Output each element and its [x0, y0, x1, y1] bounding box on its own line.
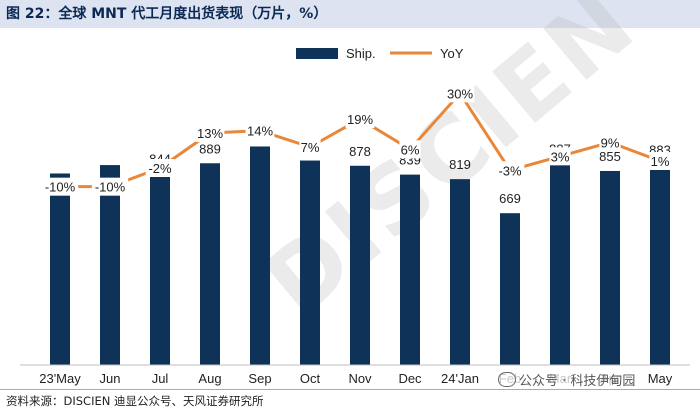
- source-divider: [0, 389, 700, 390]
- yoy-label-box-6: [345, 110, 375, 128]
- bar-series: [50, 146, 670, 365]
- bar-10: [550, 163, 570, 365]
- yoy-label-box-12: [649, 152, 671, 170]
- yoy-label-box-8: [445, 84, 475, 103]
- yoy-label-9: -3%: [498, 163, 522, 178]
- bar-4: [250, 146, 270, 365]
- bar-12: [650, 164, 670, 365]
- yoy-label-box-9: [495, 161, 525, 180]
- x-tick-label-5: Oct: [300, 371, 321, 386]
- data-labels: 844889963901878839819669887855883-10%-10…: [41, 84, 671, 206]
- bar-8: [450, 179, 470, 365]
- x-tick-label-0: 23'May: [39, 371, 81, 386]
- yoy-label-12: 1%: [651, 154, 670, 169]
- bar-3: [200, 163, 220, 365]
- bar-label-11: 855: [599, 149, 621, 164]
- yoy-label-7: 6%: [401, 142, 420, 157]
- bar-0: [50, 173, 70, 365]
- yoy-label-box-11: [599, 133, 621, 152]
- figure-title: 图 22：全球 MNT 代工月度出货表现（万片，%）: [0, 0, 700, 28]
- yoy-label-box-7: [399, 140, 421, 159]
- bar-9: [500, 213, 520, 365]
- bar-7: [400, 174, 420, 365]
- x-tick-label-2: Jul: [152, 371, 169, 386]
- yoy-label-box-3: [195, 124, 225, 142]
- yoy-label-box-4: [245, 121, 275, 140]
- x-tick-label-3: Aug: [198, 371, 221, 386]
- x-tick-label-12: May: [648, 371, 673, 386]
- wechat-watermark: 公众号 · 科技伊甸园: [498, 370, 636, 389]
- yoy-label-2: -2%: [148, 161, 172, 176]
- yoy-label-0: -10%: [45, 180, 76, 195]
- x-tick-label-1: Jun: [100, 371, 121, 386]
- yoy-label-3: 13%: [197, 126, 223, 141]
- bar-1: [100, 165, 120, 365]
- x-tick-label-6: Nov: [348, 371, 372, 386]
- yoy-label-box-5: [299, 138, 321, 156]
- source-note: 资料来源：DISCIEN 迪显公众号、天风证券研究所: [6, 394, 264, 408]
- yoy-label-10: 3%: [551, 149, 570, 164]
- yoy-label-1: -10%: [95, 180, 126, 195]
- bar-label-3: 889: [199, 141, 221, 156]
- bar-label-8: 819: [449, 157, 471, 172]
- yoy-label-8: 30%: [447, 86, 473, 101]
- wechat-text: 公众号 · 科技伊甸园: [519, 374, 636, 389]
- legend-label-yoy: YoY: [440, 46, 464, 61]
- legend-swatch-ship: [296, 48, 338, 59]
- yoy-label-box-0: [41, 177, 79, 196]
- wechat-icon: [498, 372, 516, 387]
- bar-11: [600, 170, 620, 365]
- yoy-label-5: 7%: [301, 140, 320, 155]
- chart-legend: Ship. YoY: [296, 46, 464, 61]
- bar-2: [150, 173, 170, 365]
- bar-5: [300, 160, 320, 365]
- yoy-label-4: 14%: [247, 124, 273, 139]
- yoy-label-11: 9%: [601, 135, 620, 150]
- yoy-label-box-2: [145, 159, 175, 177]
- yoy-label-6: 19%: [347, 112, 373, 127]
- bar-6: [350, 165, 370, 365]
- x-tick-label-8: 24'Jan: [441, 371, 479, 386]
- legend-label-ship: Ship.: [346, 46, 376, 61]
- yoy-label-box-1: [91, 177, 129, 196]
- bar-label-9: 669: [499, 191, 521, 206]
- yoy-label-box-10: [549, 147, 571, 166]
- bar-label-6: 878: [349, 144, 371, 159]
- x-tick-label-7: Dec: [398, 371, 422, 386]
- x-tick-label-4: Sep: [248, 371, 271, 386]
